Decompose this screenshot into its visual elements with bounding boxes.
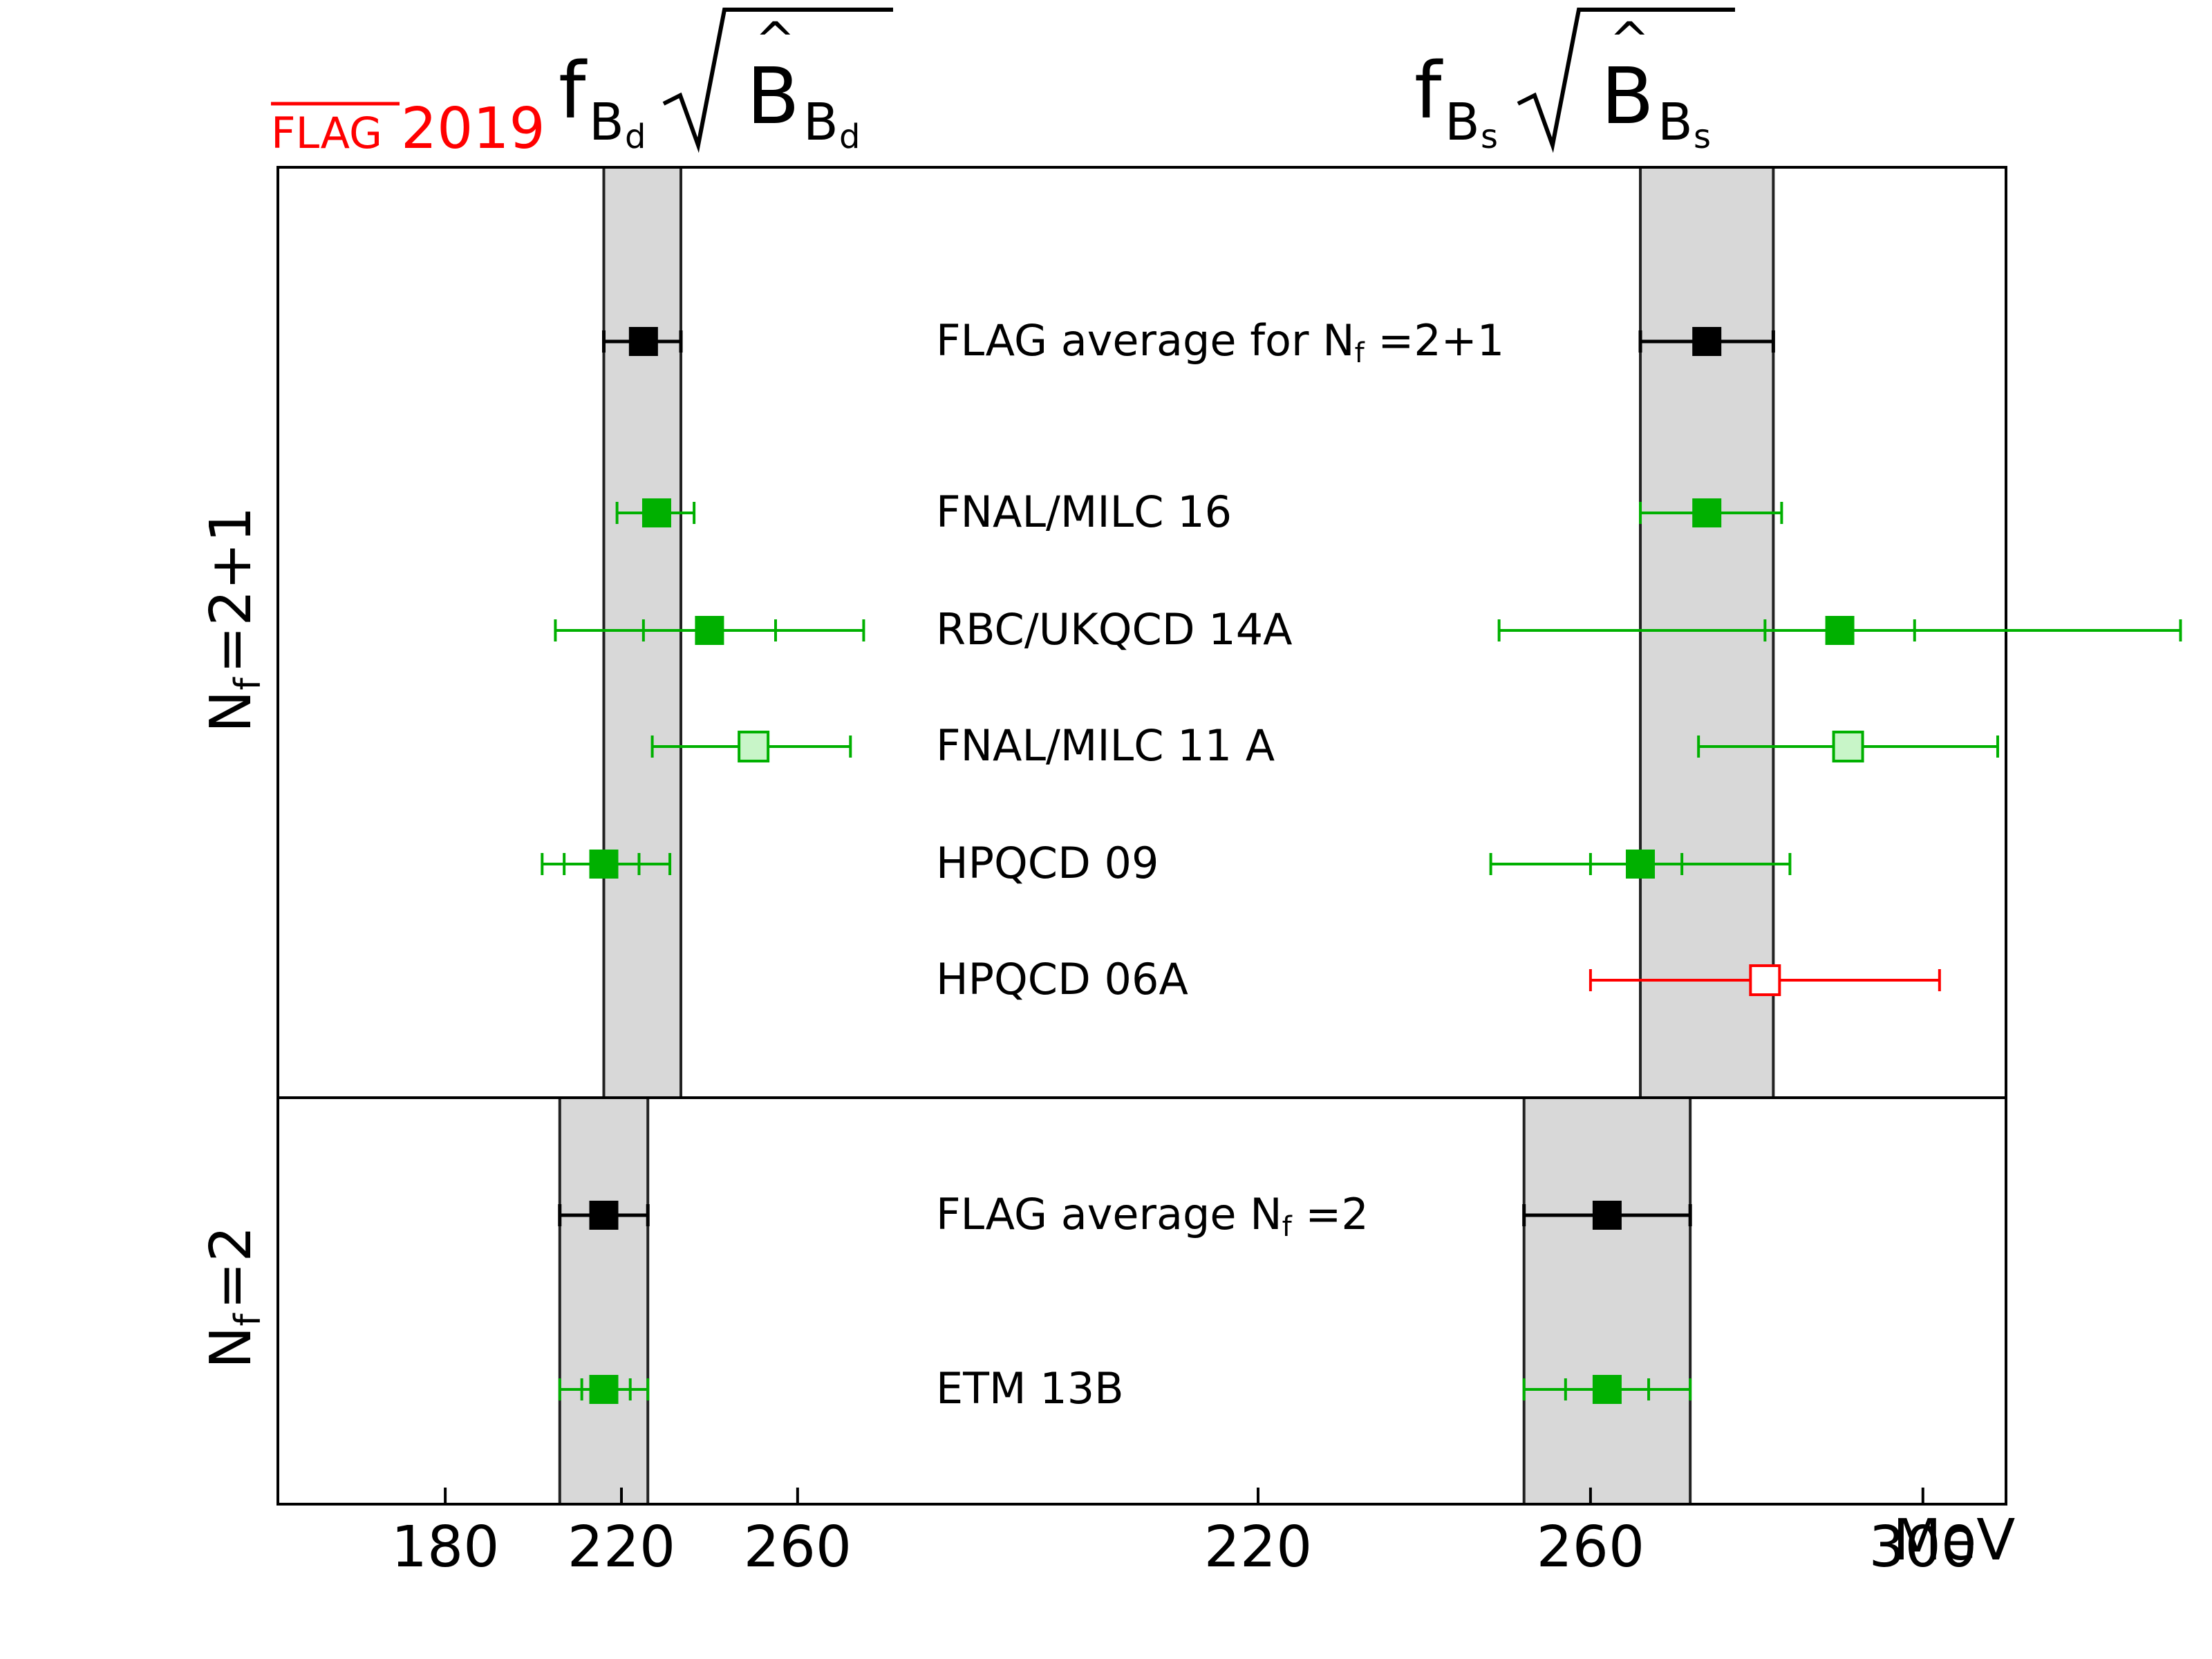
row-label-rest: =2	[1292, 1189, 1369, 1239]
row-label-main: ETM 13B	[936, 1363, 1124, 1414]
data-point	[602, 327, 683, 356]
x-tick-label: 220	[1204, 1515, 1313, 1580]
group-label-bottom-n: N	[198, 1327, 264, 1369]
data-point	[554, 616, 865, 645]
x-tick-label: 300	[1869, 1515, 1978, 1580]
row-label-main: HPQCD 06A	[936, 954, 1188, 1004]
title-right-b-subsub: s	[1694, 118, 1711, 156]
title-left-b-subsub: d	[839, 118, 860, 156]
x-tick-label: 180	[391, 1515, 500, 1580]
group-label-top-sub: f	[227, 677, 269, 691]
row-label-main: FNAL/MILC 16	[936, 487, 1232, 537]
data-point	[541, 850, 672, 879]
row-label-main: FLAG average	[936, 1189, 1250, 1239]
hat-right: ^	[1609, 12, 1650, 68]
title-right-f-sub: B	[1445, 93, 1480, 152]
points-layer	[541, 327, 2182, 1404]
point-marker	[589, 850, 619, 879]
title-right-b: B	[1601, 52, 1654, 142]
row-label-n: N	[1250, 1189, 1282, 1239]
sqrt-sign-right	[1517, 8, 1735, 153]
data-point	[1522, 1201, 1692, 1230]
row-label-sub: f	[1282, 1211, 1293, 1243]
group-label-top-rest: =2+1	[198, 507, 264, 674]
point-marker	[1832, 731, 1864, 762]
row-label: FLAG average for Nf =2+1	[936, 315, 1504, 369]
row-label-n: N	[1322, 315, 1354, 366]
bands-layer	[558, 167, 1775, 1504]
group-label-bottom-rest: =2	[198, 1226, 264, 1309]
group-label-top: Nf =2+1	[198, 507, 269, 733]
flag-logo: FLAG 2019	[271, 96, 545, 162]
row-label-rest: =2+1	[1365, 315, 1505, 366]
logo-flag-text: FLAG	[271, 108, 382, 158]
data-point	[615, 498, 696, 527]
row-label-main: RBC/UKQCD 14A	[936, 604, 1293, 655]
row-label-main: FLAG average for	[936, 315, 1322, 366]
x-tick-label: 220	[568, 1515, 676, 1580]
title-right-b-sub: B	[1658, 93, 1693, 152]
average-band	[559, 1098, 648, 1504]
data-point	[1497, 616, 2182, 645]
point-marker	[589, 1375, 619, 1404]
data-point	[1489, 850, 1792, 879]
title-left-b-sub: B	[803, 93, 838, 152]
sqrt-sign-left	[662, 8, 893, 153]
data-point	[1697, 731, 1999, 762]
row-label: ETM 13B	[936, 1363, 1124, 1414]
average-band	[1640, 167, 1774, 1098]
point-marker	[1626, 850, 1656, 879]
row-label: HPQCD 09	[936, 838, 1159, 888]
x-tick-label: 260	[744, 1515, 852, 1580]
row-label-main: FNAL/MILC 11 A	[936, 720, 1275, 771]
title-left-f-subsub: d	[625, 118, 646, 156]
point-marker	[589, 1201, 619, 1230]
title-right: f B s ^ B B s	[1414, 8, 1735, 156]
point-marker	[1692, 327, 1722, 356]
row-label: FNAL/MILC 16	[936, 487, 1232, 537]
point-marker	[695, 616, 724, 645]
title-left-f: f	[559, 46, 588, 136]
row-label-sub: f	[1355, 337, 1365, 369]
point-marker	[1825, 616, 1855, 645]
ticks-layer: 180 220 260 220 260 300	[391, 1488, 1977, 1580]
data-point	[650, 731, 852, 762]
data-point	[558, 1201, 650, 1230]
data-point	[1588, 964, 1941, 996]
point-marker	[1692, 498, 1722, 527]
title-left-b: B	[747, 52, 800, 142]
group-label-top-n: N	[198, 691, 264, 733]
row-labels: FLAG average for Nf =2+1 FNAL/MILC 16 RBC/…	[936, 315, 1504, 1414]
data-point	[558, 1375, 650, 1404]
data-point	[1639, 498, 1783, 527]
title-right-f-subsub: s	[1481, 118, 1498, 156]
row-label: RBC/UKQCD 14A	[936, 604, 1293, 655]
group-label-top-text: Nf =2+1	[198, 507, 269, 733]
x-tick-label: 260	[1537, 1515, 1645, 1580]
group-label-bottom-text: Nf =2	[198, 1226, 269, 1369]
group-label-bottom-sub: f	[227, 1313, 269, 1327]
average-band	[1524, 1098, 1691, 1504]
point-marker	[1749, 964, 1781, 996]
row-label: HPQCD 06A	[936, 954, 1188, 1004]
point-marker	[628, 327, 658, 356]
title-right-f: f	[1414, 46, 1443, 136]
data-point	[1522, 1375, 1692, 1404]
group-label-bottom: Nf =2	[198, 1226, 269, 1369]
hat-left: ^	[755, 12, 796, 68]
point-marker	[1592, 1375, 1622, 1404]
row-label: FNAL/MILC 11 A	[936, 720, 1275, 771]
data-point	[1638, 327, 1775, 356]
point-marker	[738, 731, 770, 762]
unit-label: MeV	[1893, 1508, 2015, 1573]
row-label-main: HPQCD 09	[936, 838, 1159, 888]
row-label: FLAG average Nf =2	[936, 1189, 1369, 1243]
title-left-f-sub: B	[589, 93, 624, 152]
point-marker	[641, 498, 671, 527]
point-marker	[1592, 1201, 1622, 1230]
title-left: f B d ^ B B d	[559, 8, 893, 156]
logo-year-text: 2019	[401, 96, 545, 162]
plot-frame	[276, 166, 2007, 1506]
